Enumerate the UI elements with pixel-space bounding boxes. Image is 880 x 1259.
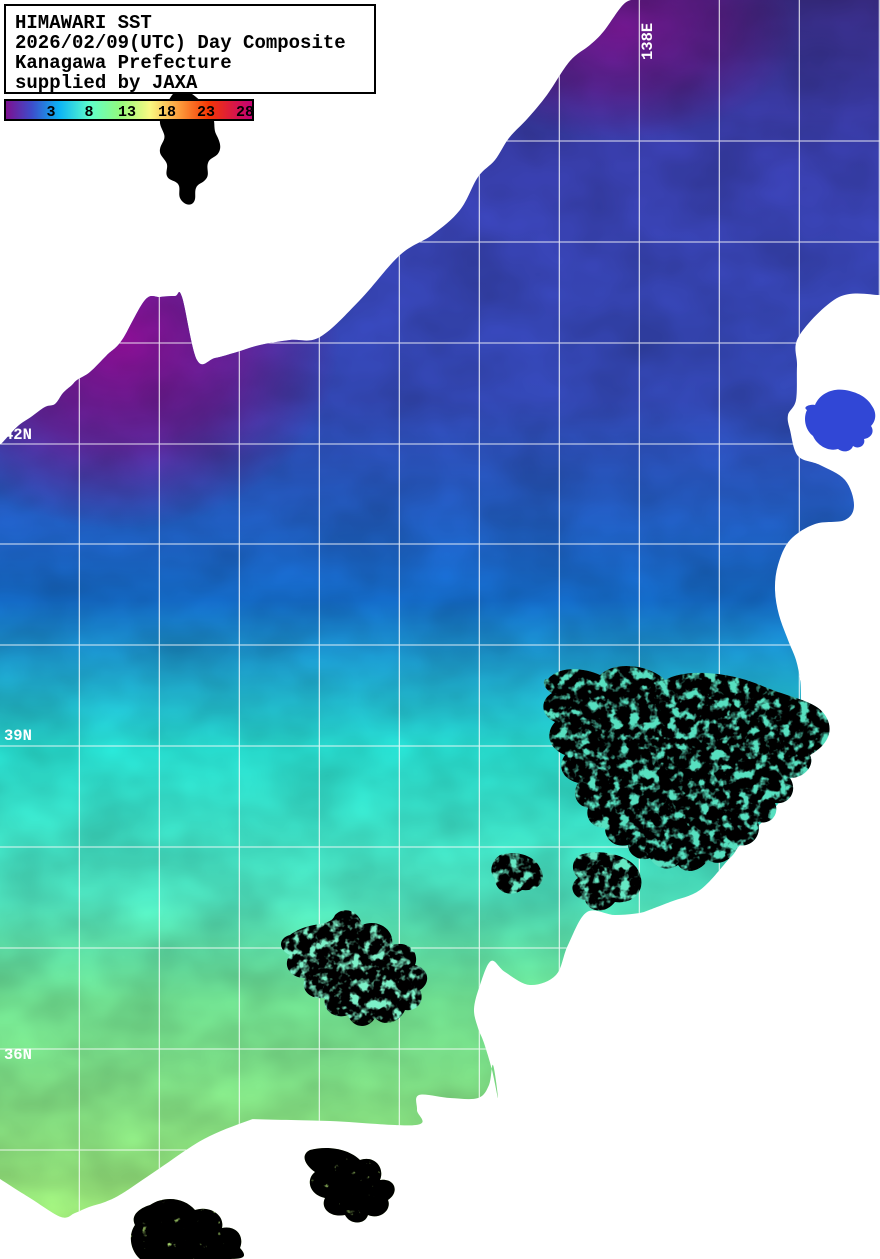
svg-text:138E: 138E	[639, 23, 657, 60]
svg-text:36N: 36N	[4, 1046, 32, 1064]
svg-text:39N: 39N	[4, 727, 32, 745]
svg-text:42N: 42N	[4, 426, 32, 444]
